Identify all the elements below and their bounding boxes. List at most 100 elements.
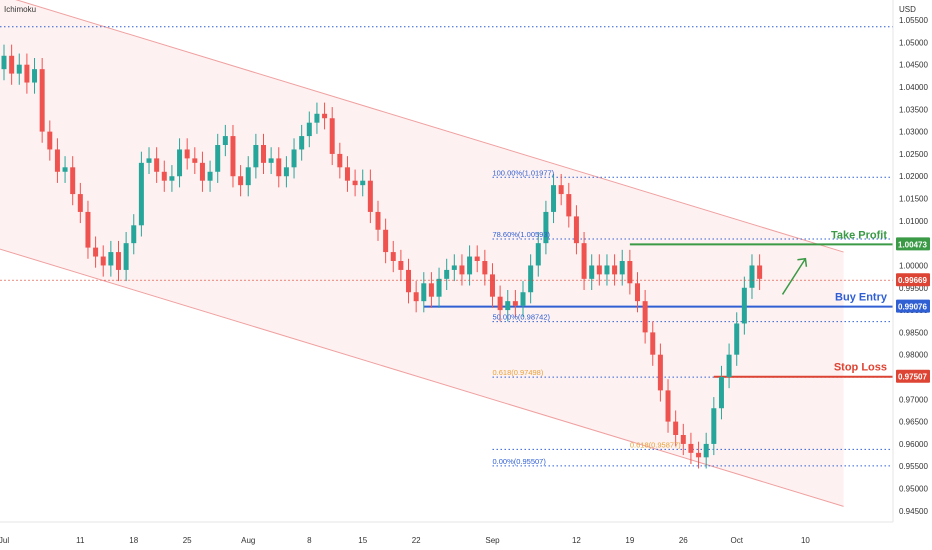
x-tick-label: Aug: [241, 536, 255, 545]
price-badge: [896, 237, 930, 251]
candle-body: [306, 122, 312, 137]
candle-body: [16, 64, 22, 74]
y-tick-label: 1.00000: [899, 261, 928, 270]
candle-body: [85, 211, 91, 248]
fib-label: 50.00%(0.98742): [492, 313, 550, 322]
price-badge-text: 0.99076: [898, 303, 927, 312]
candle-body: [222, 136, 228, 145]
x-tick-label: 12: [572, 536, 581, 545]
y-tick-label: 1.01500: [899, 195, 928, 204]
candle-body: [276, 158, 282, 177]
candle-body: [238, 176, 244, 186]
candle-body: [70, 167, 76, 195]
candle-body: [688, 443, 694, 453]
candle-body: [673, 421, 679, 435]
candle-body: [100, 256, 106, 266]
candle-body: [115, 252, 121, 270]
candle-body: [619, 261, 625, 275]
candle-body: [535, 243, 541, 266]
candle-body: [230, 136, 236, 177]
candle-body: [383, 229, 389, 253]
x-tick-label: 10: [801, 536, 810, 545]
y-tick-label: 0.97000: [899, 395, 928, 404]
candle-body: [734, 323, 740, 355]
candle-body: [589, 265, 595, 279]
candle-body: [573, 216, 579, 244]
candle-body: [436, 278, 442, 297]
candle-body: [268, 158, 274, 163]
x-tick-label: Jul: [0, 536, 9, 545]
y-tick-label: 1.05500: [899, 16, 928, 25]
price-badge-text: 0.97507: [898, 373, 927, 382]
candle-body: [253, 145, 259, 168]
candle-body: [551, 185, 557, 212]
candle-body: [108, 252, 114, 266]
price-badge-text: 1.00473: [898, 240, 927, 249]
arrow-shaft: [781, 258, 807, 295]
candle-body: [291, 149, 297, 168]
candle-body: [451, 265, 457, 270]
candle-body: [169, 176, 175, 181]
candle-body: [215, 145, 221, 172]
indicator-label: Ichimoku: [4, 5, 37, 14]
candle-body: [360, 180, 366, 186]
candle-body: [184, 149, 190, 159]
candle-body: [199, 162, 205, 181]
candle-body: [596, 265, 602, 275]
annotation-buy-entry: Buy Entry: [835, 292, 888, 304]
y-tick-label: 0.94500: [899, 507, 928, 516]
candle-body: [482, 261, 488, 275]
candle-body: [375, 211, 381, 230]
candle-body: [367, 180, 373, 212]
candle-body: [505, 301, 511, 311]
candle-body: [741, 287, 747, 324]
candle-body: [657, 354, 663, 391]
price-badge: [896, 369, 930, 383]
candle-body: [703, 443, 709, 458]
x-tick-label: 8: [307, 536, 312, 545]
fib-label: 0.618(0.97498): [492, 368, 543, 377]
candle-body: [39, 69, 45, 132]
candle-body: [696, 452, 702, 458]
candle-body: [665, 390, 671, 422]
fib-label: 0.00%(0.95507): [492, 457, 546, 466]
candle-body: [24, 64, 30, 83]
candle-body: [749, 265, 755, 288]
candle-body: [489, 274, 495, 297]
candle-body: [261, 145, 267, 163]
y-tick-label: 0.96000: [899, 440, 928, 449]
candle-body: [329, 118, 335, 154]
candle-body: [146, 158, 152, 163]
candle-body: [528, 265, 534, 293]
y-tick-label: 1.01000: [899, 217, 928, 226]
candle-body: [512, 301, 518, 306]
candle-body: [138, 162, 144, 226]
fib-label: 0.618(0.95877): [630, 440, 681, 449]
candle-body: [1, 55, 7, 70]
candle-body: [474, 256, 480, 261]
candle-body: [131, 225, 137, 244]
candle-body: [398, 261, 404, 270]
y-tick-label: 1.02000: [899, 172, 928, 181]
candle-body: [467, 256, 473, 275]
candle-body: [520, 292, 526, 306]
candle-body: [711, 408, 717, 444]
candle-body: [207, 171, 213, 181]
candle-body: [54, 149, 60, 172]
candle-body: [421, 283, 427, 302]
y-tick-label: 0.98000: [899, 351, 928, 360]
candle-body: [566, 194, 572, 217]
candle-body: [497, 296, 503, 311]
channel-lower-line: [0, 248, 844, 507]
candle-body: [642, 301, 648, 333]
annotation-stop-loss: Stop Loss: [834, 362, 887, 374]
candle-body: [581, 243, 587, 279]
candle-body: [390, 252, 396, 261]
candle-body: [245, 167, 251, 186]
y-tick-label: 1.03500: [899, 105, 928, 114]
candle-body: [299, 136, 305, 150]
candle-body: [718, 377, 724, 409]
price-badge: [896, 273, 930, 287]
